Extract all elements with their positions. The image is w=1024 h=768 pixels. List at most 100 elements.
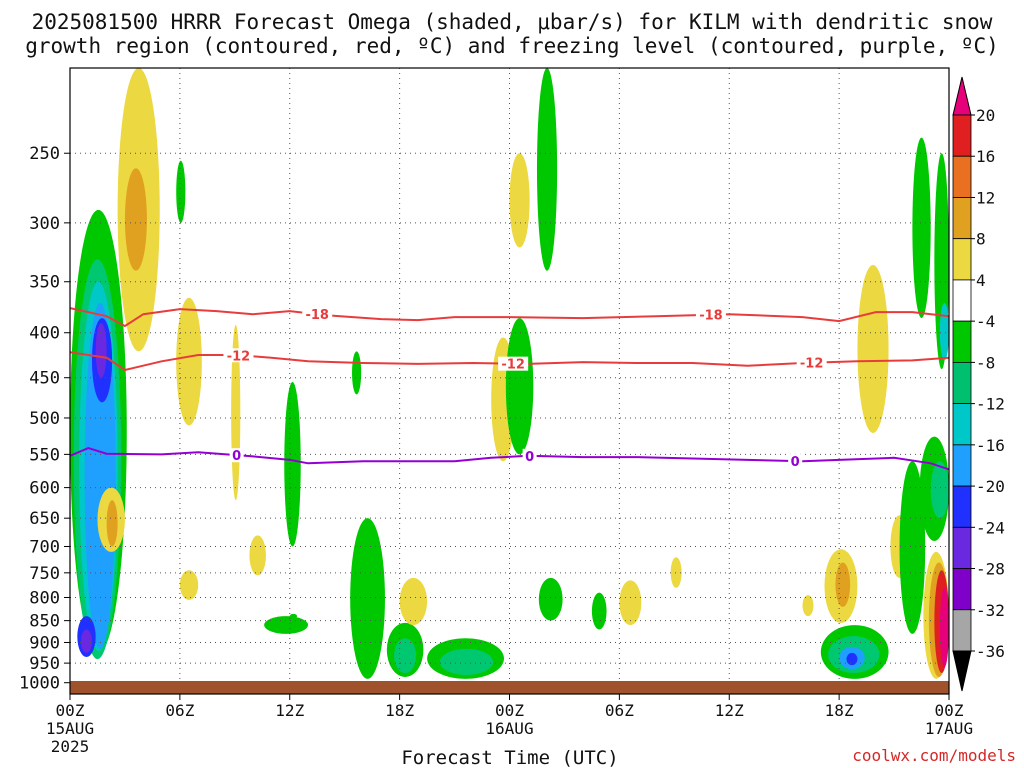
omega-region <box>176 160 186 223</box>
contour-label-bg <box>695 307 726 322</box>
contour-label-bg <box>796 355 827 370</box>
credit-text[interactable]: coolwx.com/models <box>852 746 1016 765</box>
contour-label: -18 <box>699 309 723 324</box>
omega-region <box>538 577 563 621</box>
omega-region <box>394 638 417 674</box>
colorbar-label: 16 <box>976 147 995 166</box>
y-tick-label: 850 <box>29 612 60 632</box>
omega-region <box>939 302 949 361</box>
colorbar-label: -16 <box>976 436 1005 455</box>
omega-region <box>264 616 309 634</box>
contour-label: 0 <box>791 455 800 470</box>
x-tick-date: 15AUG <box>46 719 94 738</box>
colorbar-segment <box>952 361 972 405</box>
colorbar-label: -28 <box>976 560 1005 579</box>
contour-label-bg <box>788 454 803 469</box>
omega-region <box>95 323 107 378</box>
y-tick-label: 800 <box>29 588 60 608</box>
colorbar-label: -24 <box>976 518 1005 537</box>
y-tick-label: 400 <box>29 324 60 344</box>
contour-label: -12 <box>501 358 525 373</box>
omega-region <box>106 500 118 547</box>
y-axis: 2503003504004505005506006507007508008509… <box>19 144 70 694</box>
y-tick-label: 1000 <box>19 674 60 694</box>
omega-region <box>835 562 851 607</box>
colorbar-segment <box>952 114 972 157</box>
colorbar-segment <box>952 526 972 569</box>
contour-label-bg <box>302 307 333 322</box>
colorbar-label: -20 <box>976 477 1005 496</box>
contour-label-bg <box>522 448 537 463</box>
y-tick-label: 300 <box>29 214 60 234</box>
colorbar-segment <box>952 155 972 198</box>
x-tick-date: 17AUG <box>925 719 973 738</box>
x-tick-label: 18Z <box>385 701 414 720</box>
omega-region <box>176 297 202 426</box>
contour-line <box>70 351 949 372</box>
chart-title-line2: growth region (contoured, red, ºC) and f… <box>25 34 999 58</box>
omega-region <box>179 570 199 600</box>
omega-region <box>289 613 298 619</box>
x-tick-label: 00Z <box>495 701 524 720</box>
omega-region <box>352 351 362 395</box>
omega-region <box>439 648 494 675</box>
y-tick-label: 750 <box>29 564 60 584</box>
contour-label: 0 <box>232 449 241 464</box>
omega-region <box>670 557 682 588</box>
omega-region <box>350 518 385 679</box>
contour-label: -12 <box>227 349 251 364</box>
contour-label: 0 <box>525 450 534 465</box>
x-tick-label: 06Z <box>165 701 194 720</box>
colorbar-segment <box>952 279 972 322</box>
y-tick-label: 450 <box>29 369 60 389</box>
colorbar-label: -8 <box>976 353 995 372</box>
omega-region <box>939 587 949 668</box>
colorbar-segment <box>952 197 972 240</box>
omega-region <box>536 68 558 271</box>
colorbar-label: -36 <box>976 642 1005 661</box>
y-tick-label: 500 <box>29 409 60 429</box>
colorbar-segment <box>952 403 972 446</box>
omega-region <box>80 629 92 653</box>
chart-title-line1: 2025081500 HRRR Forecast Omega (shaded, … <box>32 10 993 34</box>
contour-layer: -18 -18 -12 -12 -12 0 0 0 <box>70 307 949 471</box>
x-tick-year: 2025 <box>51 737 90 756</box>
x-tick-date: 16AUG <box>485 719 533 738</box>
contour-label-bg <box>498 356 529 371</box>
colorbar: 20 16 12 8 4 -4 -8 -12 -16 -20 -24 -28 -32 -36 <box>952 76 1005 692</box>
omega-region <box>399 577 428 626</box>
omega-region <box>505 318 534 455</box>
y-tick-label: 700 <box>29 537 60 557</box>
colorbar-label: 20 <box>976 106 995 125</box>
omega-region <box>857 265 889 433</box>
contour-line <box>70 447 949 471</box>
x-axis-label: Forecast Time (UTC) <box>401 747 618 768</box>
contour-label: -18 <box>305 308 329 323</box>
colorbar-segment <box>952 238 972 281</box>
colorbar-label: -4 <box>976 312 995 331</box>
y-tick-label: 900 <box>29 633 60 653</box>
colorbar-label: 4 <box>976 271 986 290</box>
omega-region <box>912 137 931 319</box>
omega-shaded-layer <box>70 68 949 679</box>
colorbar-segment <box>952 568 972 611</box>
colorbar-bottom-arrow <box>952 650 972 692</box>
colorbar-label: -12 <box>976 395 1005 414</box>
colorbar-top-arrow <box>952 76 972 116</box>
x-tick-label: 00Z <box>56 701 85 720</box>
omega-region <box>802 595 814 617</box>
y-tick-label: 250 <box>29 144 60 164</box>
y-tick-label: 950 <box>29 654 60 674</box>
x-tick-label: 12Z <box>715 701 744 720</box>
x-tick-label: 18Z <box>825 701 854 720</box>
contour-label-bg <box>229 448 244 463</box>
omega-region <box>619 580 642 626</box>
x-tick-label: 06Z <box>605 701 634 720</box>
omega-region <box>124 168 147 271</box>
omega-region <box>284 381 301 547</box>
x-tick-label: 12Z <box>275 701 304 720</box>
colorbar-label: 8 <box>976 230 986 249</box>
colorbar-segment <box>952 609 972 652</box>
